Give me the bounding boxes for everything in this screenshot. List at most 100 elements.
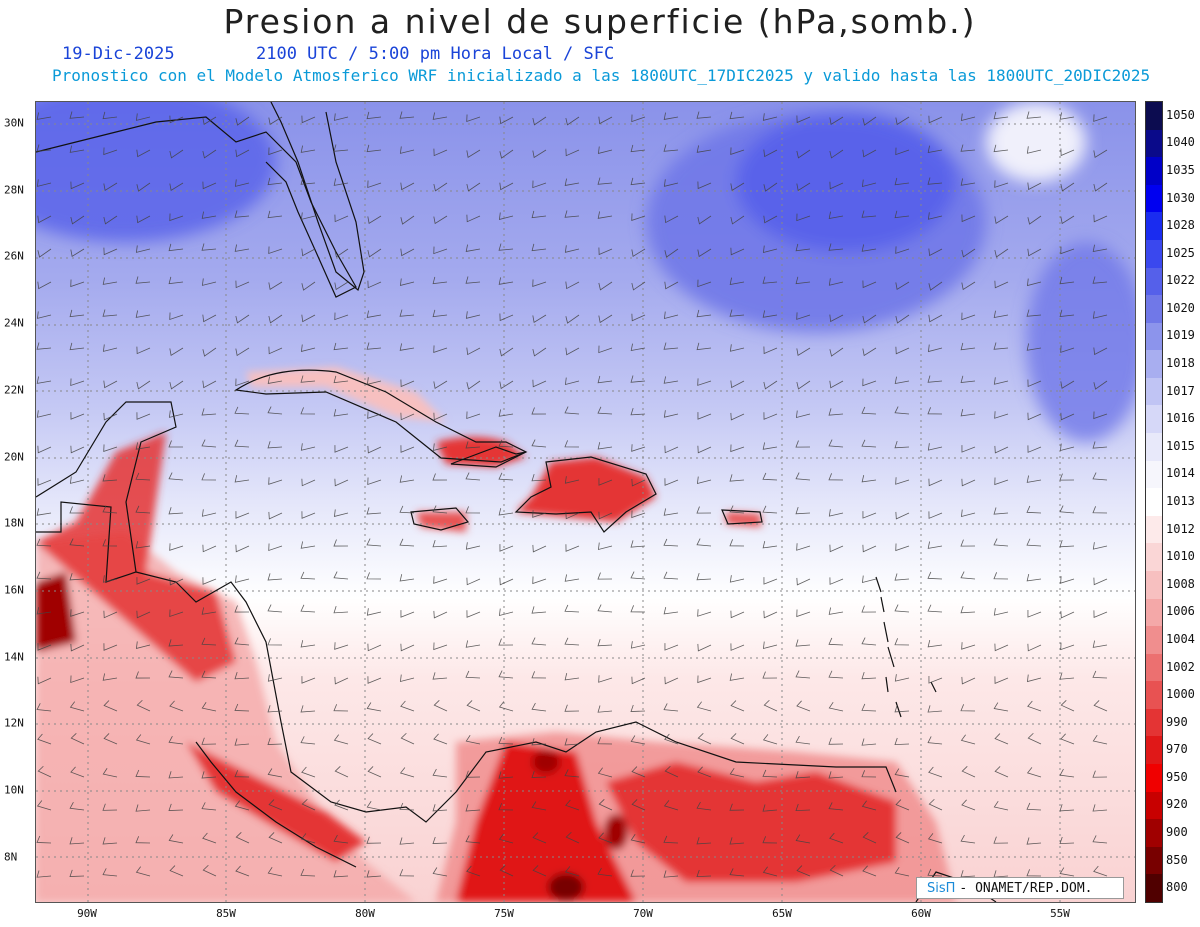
wind-barb: [135, 276, 151, 284]
colorbar-swatch: [1146, 543, 1162, 572]
wind-barb: [69, 573, 85, 581]
wind-barb: [532, 865, 547, 877]
wind-barb: [829, 832, 844, 844]
wind-barb: [993, 702, 1009, 712]
wind-barb: [861, 605, 877, 613]
colorbar-swatch: [1146, 405, 1162, 434]
wind-barb: [927, 177, 943, 185]
colorbar-label: 1022: [1166, 273, 1195, 288]
wind-barb: [597, 542, 613, 550]
wind-barb: [795, 670, 811, 679]
wind-barb: [762, 734, 778, 745]
wind-barb: [1026, 837, 1042, 845]
wind-barb: [367, 477, 382, 486]
wind-barb: [300, 344, 316, 352]
wind-barb: [366, 702, 382, 712]
wind-barb: [433, 642, 448, 651]
wind-barb: [465, 276, 481, 284]
wind-barb: [730, 247, 745, 256]
wind-barb: [894, 406, 910, 415]
wind-barb: [267, 674, 283, 682]
wind-barb: [267, 768, 283, 778]
wind-barb: [400, 412, 415, 421]
wind-barb: [201, 211, 217, 219]
wind-barb: [597, 639, 613, 647]
wind-barb: [696, 309, 712, 318]
wind-barb: [333, 144, 349, 152]
wind-barb: [367, 766, 382, 778]
wind-barb: [1092, 835, 1108, 844]
colorbar-swatch: [1146, 157, 1162, 186]
wind-barb: [102, 474, 118, 482]
wind-barb: [333, 606, 349, 614]
wind-barb: [1027, 732, 1042, 745]
wind-barb: [663, 179, 679, 187]
wind-barb: [103, 247, 118, 256]
wind-barb: [564, 769, 580, 778]
colorbar-label: 990: [1166, 714, 1188, 729]
wind-barb: [993, 144, 1009, 153]
wind-barb: [730, 444, 745, 453]
wind-barb: [696, 538, 712, 547]
wind-barb: [301, 281, 316, 291]
wind-barb: [927, 736, 943, 745]
wind-barb: [465, 670, 481, 679]
wind-barb: [1060, 642, 1075, 651]
wind-barb: [499, 544, 514, 552]
wind-barb: [565, 116, 580, 126]
colorbar-swatch: [1146, 129, 1162, 158]
wind-barb: [366, 144, 382, 153]
wind-barb: [168, 410, 184, 418]
wind-barb: [267, 705, 283, 713]
wind-barb: [828, 637, 844, 646]
wind-barb: [136, 610, 151, 619]
wind-barb: [36, 607, 52, 615]
wind-barb: [762, 310, 778, 318]
wind-barb: [994, 477, 1009, 486]
wind-barb: [69, 342, 85, 351]
wind-barb: [102, 111, 118, 120]
wind-barb: [597, 737, 613, 745]
wind-barb: [235, 347, 250, 357]
wind-barb: [300, 541, 316, 549]
wind-barb: [532, 149, 547, 159]
wind-barb: [531, 606, 547, 614]
wind-barb: [367, 248, 382, 258]
colorbar-swatch: [1146, 736, 1162, 765]
lat-label: 18N: [4, 516, 24, 530]
wind-barb: [432, 540, 448, 548]
wind-barb: [498, 701, 514, 712]
coastlines: [36, 102, 997, 902]
wind-barb: [267, 177, 283, 186]
wind-barb: [201, 278, 217, 286]
wind-barb: [598, 281, 613, 291]
wind-barb: [1093, 700, 1108, 712]
wind-barb: [1026, 505, 1042, 514]
wind-barb: [564, 673, 580, 681]
wind-barb: [202, 347, 217, 357]
lon-label: 85W: [216, 907, 236, 920]
colorbar-label: 1025: [1166, 245, 1195, 260]
wind-barb: [928, 766, 943, 778]
wind-barb: [796, 865, 811, 877]
wind-barb: [168, 834, 184, 844]
wind-barb: [796, 380, 811, 390]
wind-barb: [432, 473, 448, 481]
wind-barb: [36, 112, 52, 120]
wind-barb: [1059, 768, 1075, 778]
wind-barb: [1093, 577, 1108, 586]
lon-label: 60W: [911, 907, 931, 920]
colorbar-swatch: [1146, 653, 1162, 682]
wind-barb: [202, 149, 217, 159]
wind-barb: [499, 347, 514, 357]
lat-label: 12N: [4, 716, 24, 730]
wind-barb: [136, 412, 151, 420]
wind-barb: [861, 575, 877, 584]
wind-barb: [531, 770, 547, 778]
wind-barb: [927, 145, 943, 153]
wind-barb: [466, 380, 481, 390]
wind-barb: [729, 111, 745, 120]
wind-barb: [333, 342, 349, 351]
wind-barb: [268, 116, 283, 126]
wind-barb: [1059, 867, 1075, 877]
